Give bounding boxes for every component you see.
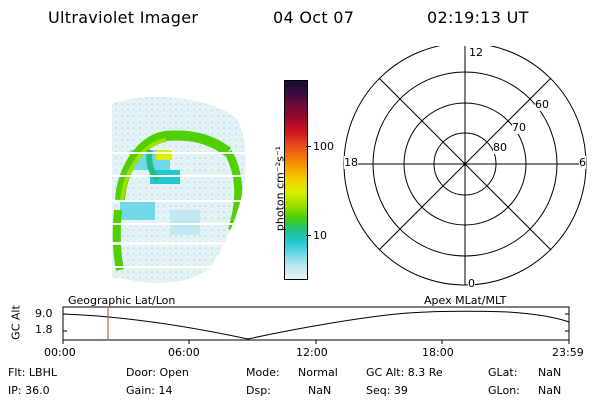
- lat-label-70: 70: [512, 121, 526, 134]
- mode-label: Mode:: [246, 366, 280, 379]
- time-label: 02:19:13 UT: [427, 8, 529, 27]
- gain-label: Gain: 14: [126, 384, 173, 397]
- colorbar-tick: [306, 146, 311, 147]
- colorbar-gradient: [285, 81, 307, 279]
- glat-value: NaN: [538, 366, 562, 379]
- door-label: Door: Open: [126, 366, 189, 379]
- seq-label: Seq: 39: [366, 384, 408, 397]
- timeline-ytick-9: 9.0: [35, 307, 53, 320]
- mlt-label-0: 0: [468, 277, 475, 290]
- glat-label: GLat:: [488, 366, 518, 379]
- filter-label: Flt: LBHL: [8, 366, 57, 379]
- glon-value: NaN: [538, 384, 562, 397]
- polar-plot: [343, 46, 587, 286]
- colorbar-tick: [306, 235, 311, 236]
- x-tick-label-1200: 12:00: [296, 346, 328, 359]
- x-tick-label-0000: 00:00: [44, 346, 76, 359]
- colorbar-unit-label: photon cm⁻²s⁻¹: [273, 145, 287, 232]
- orbit-altitude-curve: [62, 310, 570, 340]
- ip-label: IP: 36.0: [8, 384, 50, 397]
- timeline-ylabel: GC Alt: [9, 305, 23, 340]
- x-tick-label-0600: 06:00: [168, 346, 200, 359]
- dsp-value: NaN: [308, 384, 332, 397]
- timeline-ytick-1.8: 1.8: [35, 323, 53, 336]
- x-tick-label-2359: 23:59: [552, 346, 584, 359]
- date-label: 04 Oct 07: [273, 8, 355, 27]
- mlt-label-6: 6: [579, 156, 586, 169]
- polar-diagonal-2: [378, 77, 552, 251]
- gc-alt-label: GC Alt: 8.3 Re: [366, 366, 443, 379]
- x-tick-label-1800: 18:00: [422, 346, 454, 359]
- mlt-label-18: 18: [344, 156, 358, 169]
- instrument-title: Ultraviolet Imager: [48, 8, 199, 27]
- lat-label-80: 80: [493, 141, 507, 154]
- mlt-label-12: 12: [469, 46, 483, 59]
- timeline-left-label: Geographic Lat/Lon: [68, 294, 176, 307]
- timeline-right-label: Apex MLat/MLT: [424, 294, 507, 307]
- timeline-plot: [62, 306, 570, 344]
- colorbar-tick-label-100: 100: [313, 140, 334, 153]
- colorbar-tick-label-10: 10: [313, 229, 327, 242]
- mode-value: Normal: [298, 366, 338, 379]
- colorbar: [284, 80, 308, 280]
- dsp-label: Dsp:: [246, 384, 271, 397]
- glon-label: GLon:: [488, 384, 520, 397]
- lat-label-60: 60: [535, 98, 549, 111]
- auroral-image: [112, 96, 246, 284]
